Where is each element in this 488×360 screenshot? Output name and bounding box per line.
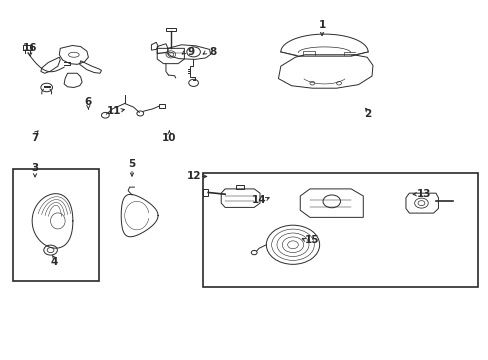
Text: 13: 13 [416, 189, 430, 199]
Bar [13, 169, 99, 282]
Text: 4: 4 [51, 257, 58, 267]
Text: 12: 12 [186, 171, 201, 181]
Text: 14: 14 [251, 194, 266, 204]
Text: 3: 3 [31, 163, 39, 172]
Text: 11: 11 [106, 105, 121, 116]
Text: 10: 10 [162, 133, 176, 143]
Text: 5: 5 [128, 159, 135, 169]
Text: 15: 15 [305, 235, 319, 246]
Text: 8: 8 [209, 47, 216, 57]
Text: 1: 1 [318, 20, 325, 30]
Text: 6: 6 [84, 97, 92, 107]
Text: 2: 2 [364, 109, 371, 119]
Bar [203, 173, 477, 287]
Text: 16: 16 [23, 43, 38, 53]
Text: 9: 9 [187, 47, 194, 57]
Text: 7: 7 [31, 133, 39, 143]
